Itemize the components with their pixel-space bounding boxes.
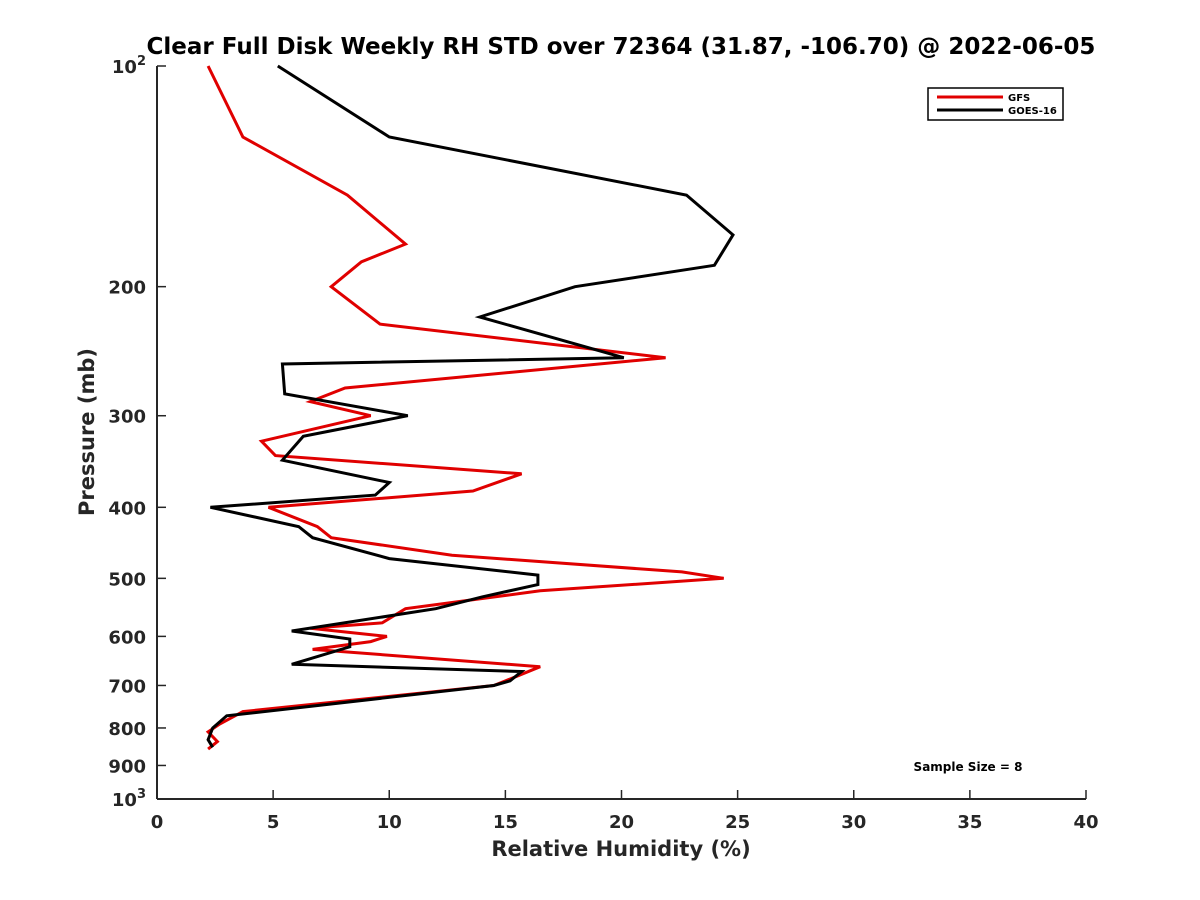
x-tick-label: 0 (151, 812, 164, 833)
y-tick-label: 500 (108, 569, 146, 590)
x-tick-label: 35 (957, 812, 982, 833)
y-tick-label-base: 10 (112, 57, 137, 78)
y-tick-label-base: 900 (108, 756, 146, 777)
y-tick-label: 900 (108, 756, 146, 777)
x-tick-label: 15 (493, 812, 518, 833)
legend-label-goes16: GOES-16 (1008, 106, 1057, 117)
legend-label-gfs: GFS (1008, 93, 1030, 104)
y-tick-label-base: 500 (108, 569, 146, 590)
y-tick-label: 700 (108, 676, 146, 697)
x-tick-label: 5 (267, 812, 280, 833)
y-tick-label: 102 (112, 54, 146, 78)
x-axis-ticks: 0 5 10 15 20 25 30 35 40 (151, 790, 1099, 833)
y-tick-label-base: 700 (108, 676, 146, 697)
series-layer (205, 64, 735, 751)
x-tick-label: 25 (725, 812, 750, 833)
y-tick-label-base: 400 (108, 498, 146, 519)
y-tick-label: 103 (112, 787, 146, 811)
x-tick-label: 30 (841, 812, 866, 833)
series-line-goes16 (206, 64, 735, 749)
legend-box (927, 87, 1064, 121)
y-tick-label-base: 800 (108, 719, 146, 740)
y-tick-label-base: 10 (112, 790, 137, 811)
y-tick-label: 800 (108, 719, 146, 740)
y-tick-label-base: 300 (108, 407, 146, 428)
y-tick-label-base: 600 (108, 627, 146, 648)
legend: GFS GOES-16 (927, 87, 1064, 121)
x-tick-label: 40 (1073, 812, 1098, 833)
chart-title: Clear Full Disk Weekly RH STD over 72364… (147, 34, 1096, 60)
y-tick-label: 200 (108, 278, 146, 299)
x-tick-label: 20 (609, 812, 634, 833)
x-tick-label: 10 (377, 812, 402, 833)
y-tick-label: 300 (108, 407, 146, 428)
y-tick-label: 400 (108, 498, 146, 519)
x-axis-label: Relative Humidity (%) (491, 837, 750, 861)
sample-size-annotation: Sample Size = 8 (914, 760, 1023, 774)
y-axis-label: Pressure (mb) (75, 348, 99, 516)
y-tick-label-exponent: 3 (137, 787, 146, 802)
y-tick-label-base: 200 (108, 278, 146, 299)
y-tick-label: 600 (108, 627, 146, 648)
y-tick-label-exponent: 2 (137, 54, 146, 69)
